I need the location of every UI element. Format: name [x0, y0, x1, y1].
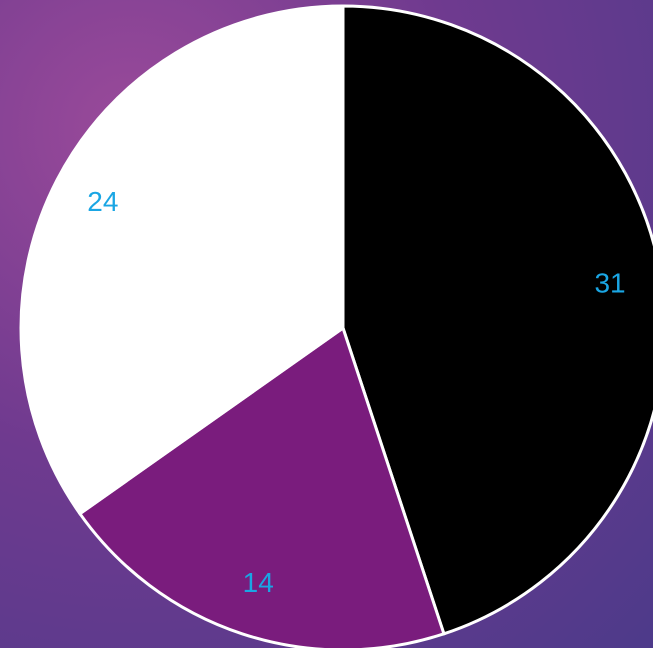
- chart: 31 14 24: [0, 0, 653, 648]
- data-label: 24: [87, 186, 118, 217]
- data-label: 31: [594, 267, 625, 298]
- page: 311424 (() => { const data = JSON.parse(…: [0, 0, 653, 648]
- data-label: 14: [243, 567, 274, 598]
